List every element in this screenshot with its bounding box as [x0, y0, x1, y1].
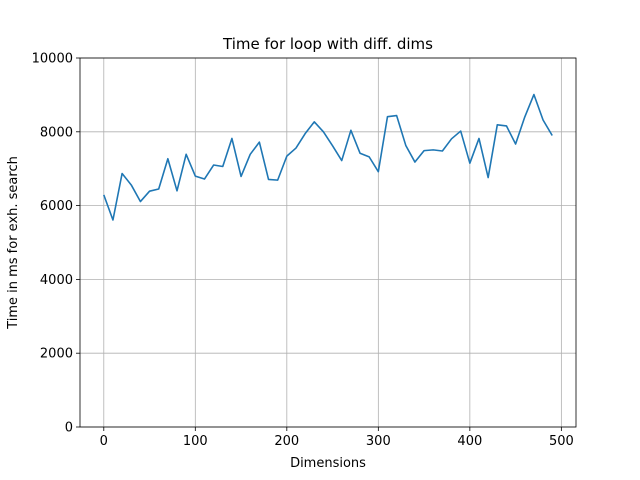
series-line [103, 93, 553, 221]
x-tick-label: 200 [274, 434, 299, 449]
x-tick-label: 100 [183, 434, 208, 449]
x-tick-label: 500 [549, 434, 574, 449]
y-tick-label: 10000 [32, 52, 73, 67]
y-tick-label: 4000 [40, 273, 73, 288]
x-axis-label: Dimensions [290, 456, 366, 471]
series-group [103, 93, 553, 221]
y-tick-label: 2000 [40, 347, 73, 362]
plot-frame [79, 57, 577, 428]
y-tick-label: 8000 [40, 125, 73, 140]
chart-title: Time for loop with diff. dims [222, 35, 433, 53]
y-axis-label: Time in ms for exh. search [6, 156, 21, 330]
x-tick-label: 300 [366, 434, 391, 449]
y-tick-label: 6000 [40, 199, 73, 214]
y-axis-ticks: 0 2000 4000 6000 8000 10000 [32, 52, 80, 436]
x-axis-ticks: 0 100 200 300 400 500 [100, 427, 574, 449]
x-gridlines [103, 58, 562, 427]
x-tick-label: 400 [457, 434, 482, 449]
y-gridlines [80, 57, 576, 428]
x-tick-label: 0 [100, 434, 108, 449]
y-tick-label: 0 [65, 421, 73, 436]
